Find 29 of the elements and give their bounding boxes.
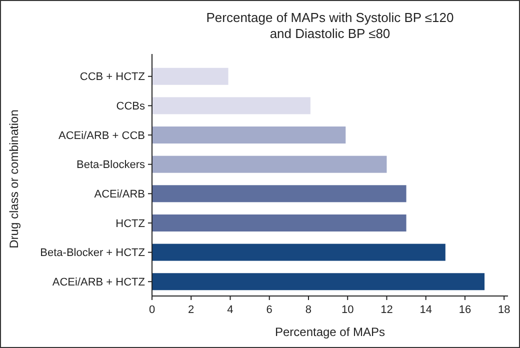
x-tick-label: 0 bbox=[148, 304, 156, 316]
x-axis-title: Percentage of MAPs bbox=[274, 325, 386, 339]
x-tick-label: 18 bbox=[498, 304, 510, 316]
y-tick-label: ACEi/ARB + CCB bbox=[58, 130, 145, 142]
x-tick-label: 8 bbox=[305, 304, 312, 316]
x-tick-label: 14 bbox=[420, 304, 432, 316]
x-tick-label: 6 bbox=[266, 304, 272, 316]
bar bbox=[152, 185, 406, 202]
y-tick-label: CCB + HCTZ bbox=[80, 71, 146, 84]
bar bbox=[152, 156, 387, 173]
bar bbox=[152, 97, 310, 114]
x-tick-label: 2 bbox=[188, 304, 194, 316]
x-tick-label: 10 bbox=[341, 304, 354, 316]
y-tick-label: HCTZ bbox=[116, 218, 146, 230]
bar bbox=[152, 68, 228, 85]
bar bbox=[152, 273, 485, 290]
x-tick-label: 16 bbox=[458, 304, 472, 316]
x-tick-label: 12 bbox=[380, 304, 393, 316]
bar bbox=[152, 126, 346, 144]
y-axis-title: Drug class or combination bbox=[7, 110, 21, 248]
y-tick-label: Beta-Blockers bbox=[76, 159, 146, 172]
bar bbox=[152, 244, 446, 261]
chart-title: Percentage of MAPs with Systolic BP ≤120 and Diastolic BP ≤80 bbox=[206, 10, 454, 41]
y-tick-label: CCBs bbox=[116, 100, 146, 113]
y-tick-label: ACEi/ARB + HCTZ bbox=[52, 276, 146, 288]
x-tick-label: 4 bbox=[227, 304, 234, 316]
bar bbox=[152, 214, 406, 232]
y-tick-label: ACEi/ARB bbox=[94, 188, 145, 201]
y-tick-label: Beta-Blocker + HCTZ bbox=[40, 247, 146, 260]
